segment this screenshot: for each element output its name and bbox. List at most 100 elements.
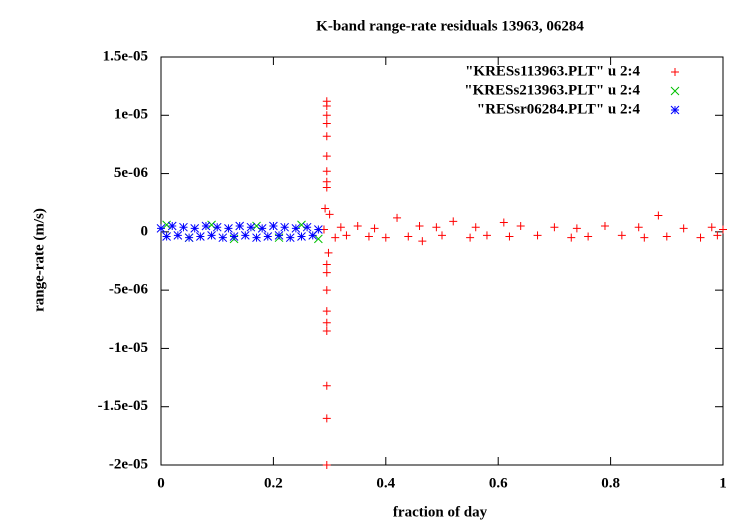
x-tick-label: 0 xyxy=(157,475,165,491)
data-point xyxy=(257,224,267,233)
data-point xyxy=(634,223,643,232)
chart-title: K-band range-rate residuals 13963, 06284 xyxy=(316,18,584,34)
x-tick-label: 0.6 xyxy=(489,475,508,491)
data-point xyxy=(353,222,362,231)
data-point xyxy=(285,233,295,243)
data-point xyxy=(269,221,278,231)
data-point xyxy=(224,224,233,233)
data-point xyxy=(252,233,261,243)
data-point xyxy=(322,414,331,423)
data-point xyxy=(322,183,331,192)
data-point xyxy=(314,225,323,234)
data-point xyxy=(393,213,402,222)
data-point xyxy=(322,152,331,161)
data-point xyxy=(207,231,216,240)
data-point xyxy=(719,225,727,234)
data-point xyxy=(322,132,331,141)
data-point xyxy=(218,233,228,243)
data-point xyxy=(567,233,576,242)
data-point xyxy=(707,223,716,232)
legend-marker xyxy=(671,68,679,76)
legend-label: "KRESs113963.PLT" u 2:4 xyxy=(465,63,640,79)
data-point xyxy=(322,381,331,390)
data-point xyxy=(533,231,542,240)
y-tick-label: 5e-06 xyxy=(114,165,149,181)
data-point xyxy=(280,222,289,232)
data-point xyxy=(263,232,273,241)
y-tick-label: -1e-05 xyxy=(109,340,148,356)
y-tick-label: 1.5e-05 xyxy=(103,48,148,64)
data-point xyxy=(156,224,166,233)
y-tick-label: -5e-06 xyxy=(109,282,149,298)
data-point xyxy=(302,222,312,232)
data-point xyxy=(314,234,323,244)
data-point xyxy=(322,101,331,110)
data-point xyxy=(381,233,390,242)
data-point xyxy=(342,231,351,240)
data-point xyxy=(336,223,345,232)
data-point xyxy=(505,232,514,241)
data-point xyxy=(404,232,413,241)
y-tick-label: -1.5e-05 xyxy=(98,398,148,414)
legend-marker xyxy=(670,86,680,96)
data-point xyxy=(713,231,722,240)
data-point xyxy=(322,461,331,469)
data-point xyxy=(167,221,177,231)
y-tick-label: -2e-05 xyxy=(109,456,148,472)
data-point xyxy=(274,231,284,240)
data-point xyxy=(572,224,581,233)
data-point xyxy=(162,232,171,241)
data-point xyxy=(308,231,318,240)
data-point xyxy=(550,223,559,232)
data-point xyxy=(432,223,441,232)
legend-marker xyxy=(670,105,680,115)
data-point xyxy=(466,233,475,242)
data-point xyxy=(322,286,331,295)
data-point xyxy=(322,268,331,277)
data-point xyxy=(370,224,379,233)
data-point xyxy=(600,222,609,231)
data-point xyxy=(322,307,331,316)
data-point xyxy=(321,204,330,213)
data-point xyxy=(291,224,301,233)
x-tick-label: 0.8 xyxy=(601,475,620,491)
y-tick-label: 0 xyxy=(141,223,149,239)
data-point xyxy=(324,248,333,257)
data-point xyxy=(325,210,334,219)
data-point xyxy=(173,231,183,240)
data-point xyxy=(162,220,171,230)
data-point xyxy=(617,231,626,240)
data-point xyxy=(364,232,373,241)
data-point xyxy=(235,221,245,231)
data-point xyxy=(240,231,250,240)
x-tick-label: 0.4 xyxy=(376,475,395,491)
data-point xyxy=(195,232,205,241)
data-point xyxy=(322,318,331,327)
legend-label: "KRESs213963.PLT" u 2:4 xyxy=(464,82,640,98)
x-axis-label: fraction of day xyxy=(393,504,488,520)
data-point xyxy=(516,222,525,231)
data-point xyxy=(415,222,424,231)
x-tick-label: 0.2 xyxy=(264,475,283,491)
data-point xyxy=(246,222,256,232)
data-point xyxy=(418,237,427,246)
data-point xyxy=(322,111,331,120)
data-point xyxy=(438,231,446,240)
data-point xyxy=(696,233,705,242)
data-point xyxy=(584,232,593,241)
y-axis-label: range-rate (m/s) xyxy=(31,208,47,312)
data-point xyxy=(322,119,331,128)
data-point xyxy=(229,232,239,241)
data-point xyxy=(184,233,194,243)
data-point xyxy=(679,224,688,233)
data-point xyxy=(449,217,458,226)
plot-border xyxy=(160,56,724,466)
data-point xyxy=(654,211,663,220)
x-tick-label: 1 xyxy=(719,475,727,491)
data-point xyxy=(499,218,508,227)
data-point xyxy=(662,232,671,241)
data-point xyxy=(640,233,649,242)
data-point xyxy=(179,222,188,232)
data-point xyxy=(201,221,211,231)
